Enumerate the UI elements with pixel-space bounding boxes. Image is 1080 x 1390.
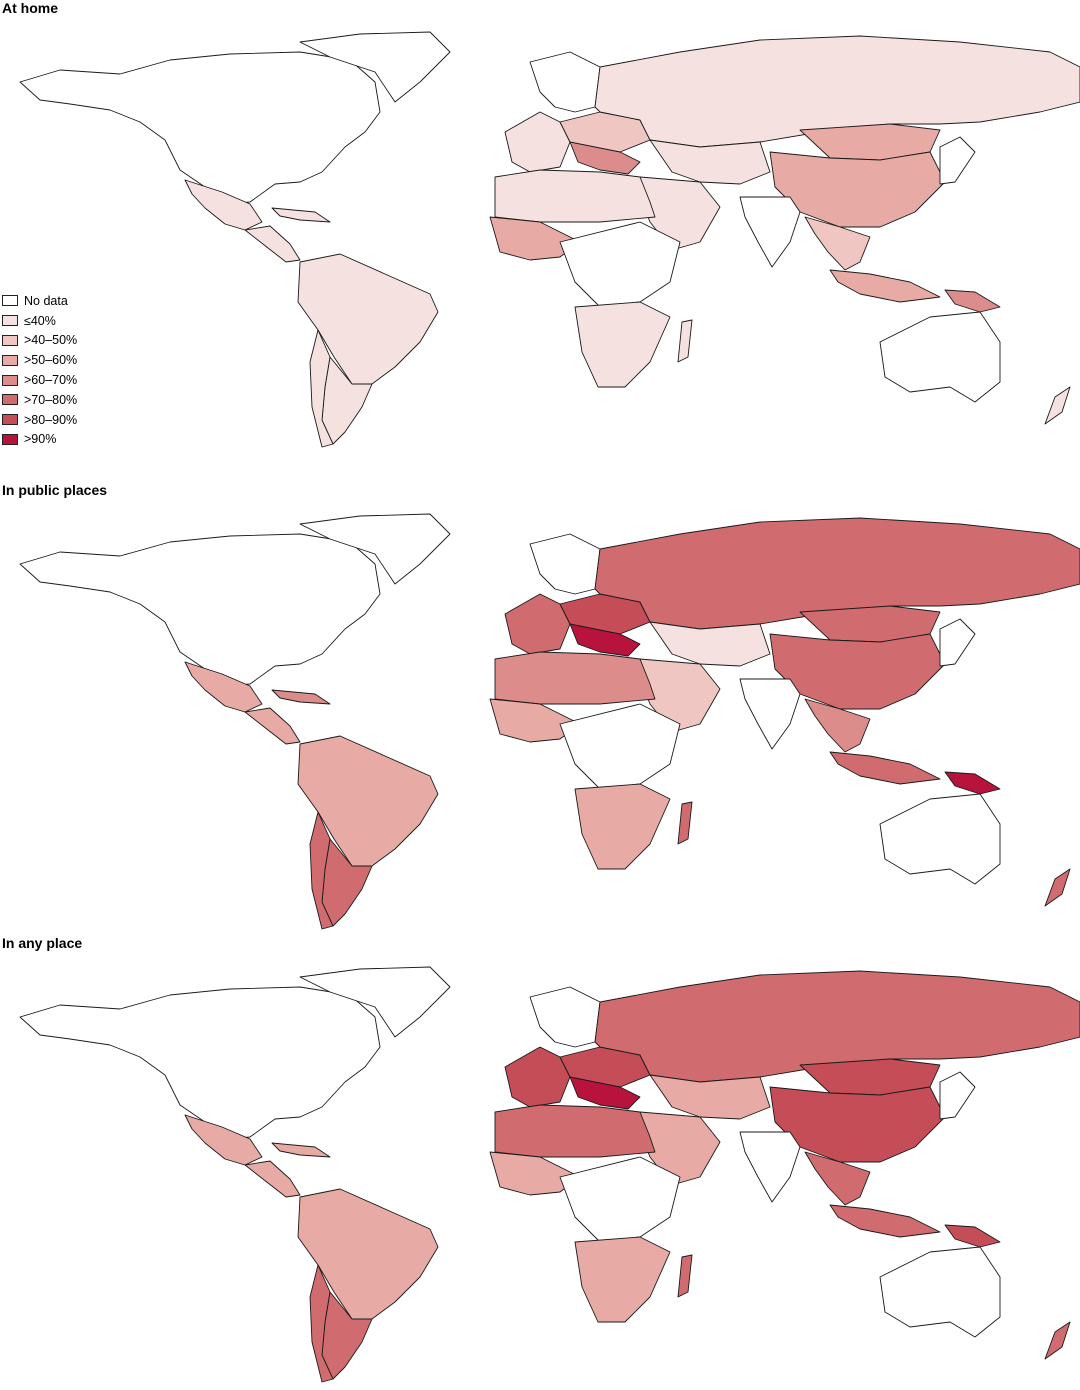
panel-title: At home — [2, 0, 58, 16]
region-central-asia — [649, 621, 771, 667]
region-central-america — [244, 225, 301, 263]
legend-swatch — [2, 354, 18, 366]
region-russia — [594, 517, 1080, 630]
region-north-america — [19, 533, 381, 687]
legend-swatch — [2, 374, 18, 386]
region-scandinavia — [529, 533, 601, 595]
region-chile — [309, 811, 334, 930]
legend-item-no-data: No data — [2, 291, 77, 311]
region-greenland — [299, 966, 451, 1038]
region-south-africa — [574, 783, 671, 870]
region-central-asia — [649, 1074, 771, 1120]
map-panel-in-any-place: In any place — [0, 935, 1080, 1390]
region-west-africa — [489, 216, 581, 261]
region-west-europe — [504, 593, 571, 655]
region-australia — [879, 1246, 1001, 1338]
region-indonesia — [829, 1204, 941, 1238]
region-caribbean — [271, 689, 331, 705]
legend-label: >50–60% — [24, 353, 78, 368]
region-central-africa — [559, 703, 681, 790]
region-indonesia — [829, 269, 941, 303]
region-russia — [594, 35, 1080, 148]
world-map — [19, 31, 1080, 448]
region-australia — [879, 311, 1001, 403]
region-north-america — [19, 51, 381, 205]
world-map — [19, 966, 1080, 1383]
region-australia — [879, 793, 1001, 885]
region-central-africa — [559, 1156, 681, 1243]
region-west-europe — [504, 111, 571, 173]
legend-label: >80–90% — [24, 412, 78, 427]
legend-label: No data — [24, 293, 68, 308]
region-north-america — [19, 986, 381, 1140]
region-balkans — [569, 623, 641, 657]
legend-item-60-70: >60–70% — [2, 370, 77, 390]
region-new-zealand — [1044, 868, 1071, 907]
region-west-africa — [489, 698, 581, 743]
map-panel-in-public-places: In public places — [0, 482, 1080, 937]
legend-label: >90% — [24, 432, 57, 447]
region-png — [944, 771, 1001, 795]
region-greenland — [299, 31, 451, 103]
world-map — [19, 513, 1080, 930]
region-greenland — [299, 513, 451, 585]
region-southeast-asia — [804, 216, 871, 271]
map-panel-at-home: At home No data ≤40% >40–50% >50–60% >60… — [0, 0, 1080, 455]
region-india — [739, 1131, 801, 1203]
region-north-africa — [494, 169, 656, 223]
region-madagascar — [677, 801, 693, 845]
region-southeast-asia — [804, 698, 871, 753]
legend-swatch — [2, 414, 18, 426]
region-south-africa — [574, 1236, 671, 1323]
region-north-africa — [494, 1104, 656, 1158]
region-central-asia — [649, 139, 771, 185]
region-new-zealand — [1044, 386, 1071, 425]
panel-title: In any place — [2, 935, 83, 951]
region-central-america — [244, 1160, 301, 1198]
region-caribbean — [271, 1142, 331, 1158]
legend-swatch — [2, 315, 18, 327]
legend-swatch — [2, 433, 18, 445]
legend-label: >60–70% — [24, 373, 78, 388]
legend-swatch — [2, 394, 18, 406]
region-west-africa — [489, 1151, 581, 1196]
region-southeast-asia — [804, 1151, 871, 1206]
region-south-africa — [574, 301, 671, 388]
legend-item-40: ≤40% — [2, 311, 77, 331]
region-india — [739, 678, 801, 750]
region-caribbean — [271, 207, 331, 223]
legend-item-90: >90% — [2, 430, 77, 450]
region-scandinavia — [529, 51, 601, 113]
region-madagascar — [677, 1254, 693, 1298]
legend-item-80-90: >80–90% — [2, 410, 77, 430]
region-central-africa — [559, 221, 681, 308]
region-west-europe — [504, 1046, 571, 1108]
region-india — [739, 196, 801, 268]
region-new-zealand — [1044, 1321, 1071, 1360]
legend-label: ≤40% — [24, 313, 56, 328]
region-japan — [939, 618, 976, 667]
legend: No data ≤40% >40–50% >50–60% >60–70% >70… — [2, 291, 77, 449]
region-scandinavia — [529, 986, 601, 1048]
legend-label: >70–80% — [24, 392, 78, 407]
legend-item-70-80: >70–80% — [2, 390, 77, 410]
region-png — [944, 289, 1001, 313]
region-png — [944, 1224, 1001, 1248]
panel-title: In public places — [2, 482, 108, 498]
region-madagascar — [677, 319, 693, 363]
legend-label: >40–50% — [24, 333, 78, 348]
region-balkans — [569, 1076, 641, 1110]
legend-item-40-50: >40–50% — [2, 331, 77, 351]
legend-swatch — [2, 334, 18, 346]
region-japan — [939, 136, 976, 185]
region-russia — [594, 970, 1080, 1083]
legend-item-50-60: >50–60% — [2, 350, 77, 370]
region-chile — [309, 329, 334, 448]
region-indonesia — [829, 751, 941, 785]
region-central-america — [244, 707, 301, 745]
region-japan — [939, 1071, 976, 1120]
region-balkans — [569, 141, 641, 175]
legend-swatch — [2, 295, 18, 307]
region-north-africa — [494, 651, 656, 705]
